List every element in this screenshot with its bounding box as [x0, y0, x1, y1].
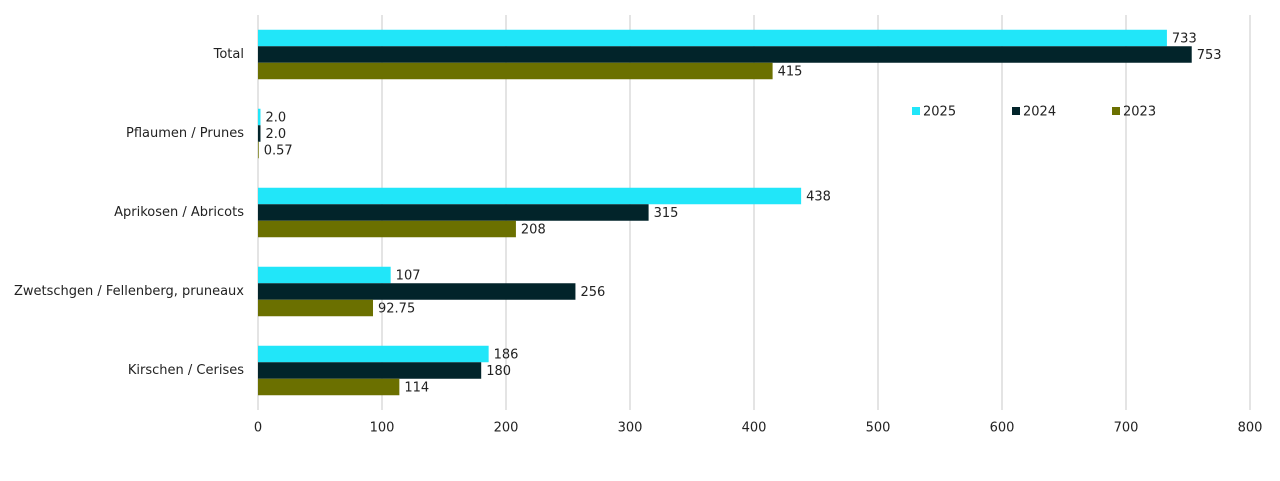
y-tick-label: Aprikosen / Abricots	[114, 205, 244, 220]
x-tick-label: 100	[370, 421, 395, 436]
value-label: 753	[1197, 48, 1222, 63]
bar	[258, 220, 516, 238]
value-label: 92.75	[378, 302, 415, 317]
legend-swatch	[1012, 107, 1020, 115]
bar	[258, 29, 1167, 47]
value-label: 114	[404, 381, 429, 396]
y-tick-label: Pflaumen / Prunes	[126, 126, 244, 141]
legend-label: 2023	[1123, 105, 1156, 120]
x-tick-label: 700	[1114, 421, 1139, 436]
value-label: 2.0	[265, 111, 286, 126]
value-label: 2.0	[265, 127, 286, 142]
value-label: 0.57	[264, 144, 293, 159]
y-tick-label: Zwetschgen / Fellenberg, pruneaux	[14, 284, 244, 299]
value-label: 180	[486, 364, 511, 379]
bar	[258, 187, 802, 205]
y-tick-label: Total	[213, 47, 244, 62]
x-tick-label: 800	[1238, 421, 1263, 436]
x-tick-label: 300	[618, 421, 643, 436]
value-label: 186	[494, 348, 519, 363]
bar	[258, 283, 576, 300]
bar	[258, 378, 400, 396]
bar	[258, 46, 1192, 63]
bar	[258, 299, 374, 317]
x-tick-label: 500	[866, 421, 891, 436]
bar	[258, 141, 259, 159]
value-label: 256	[580, 285, 605, 300]
bar	[258, 108, 261, 126]
value-label: 415	[778, 65, 803, 80]
bar	[258, 362, 482, 379]
legend-swatch	[912, 107, 920, 115]
value-label: 438	[806, 190, 831, 205]
value-label: 107	[396, 269, 421, 284]
bar	[258, 266, 391, 284]
bar	[258, 125, 261, 142]
value-label: 315	[654, 206, 679, 221]
value-label: 733	[1172, 32, 1197, 47]
x-tick-label: 200	[494, 421, 519, 436]
y-tick-label: Kirschen / Cerises	[128, 363, 244, 378]
x-tick-label: 0	[254, 421, 262, 436]
bar	[258, 345, 489, 363]
legend-swatch	[1112, 107, 1120, 115]
bar	[258, 62, 773, 80]
bar	[258, 204, 649, 221]
x-tick-label: 400	[742, 421, 767, 436]
legend-label: 2024	[1023, 105, 1056, 120]
legend-label: 2025	[923, 105, 956, 120]
x-tick-label: 600	[990, 421, 1015, 436]
value-label: 208	[521, 223, 546, 238]
